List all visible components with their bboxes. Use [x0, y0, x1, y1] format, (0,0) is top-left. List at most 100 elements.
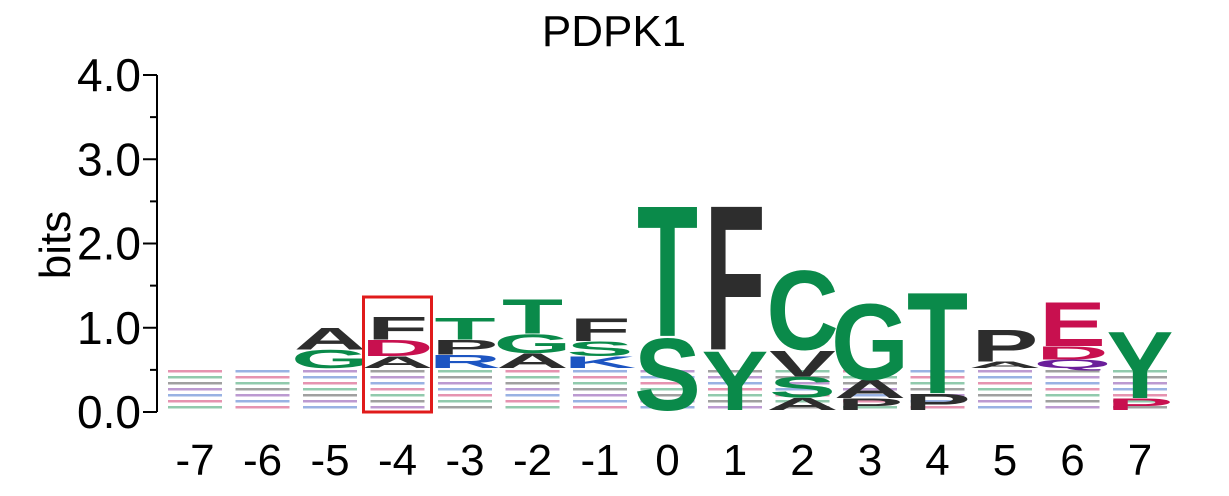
minor-residue-band [978, 382, 1032, 385]
logo-letter: G [291, 345, 369, 374]
y-axis: 0.0 1.0 2.0 3.0 4.0 [77, 49, 158, 438]
minor-residue-band [235, 406, 290, 409]
x-axis: -7 -6 -5 -4 -3 -2 -1 0 1 2 3 4 5 6 7 [175, 436, 1152, 485]
stack--7 [168, 370, 222, 409]
minor-residue-band [505, 400, 560, 403]
minor-residue-band [168, 394, 222, 397]
minor-residue-band [640, 376, 695, 379]
minor-residue-band [1113, 370, 1167, 373]
x-tick-label: 2 [790, 436, 814, 485]
minor-residue-band [505, 382, 560, 385]
logo-letter: Y [702, 333, 769, 428]
logo-letter: D [361, 335, 433, 361]
x-tick-label: 0 [655, 436, 679, 485]
minor-residue-band [978, 388, 1032, 391]
logo-letter: R [429, 351, 501, 372]
minor-residue-band [505, 406, 560, 409]
stack-0: ST [634, 166, 701, 432]
x-tick-label: -1 [580, 436, 619, 485]
minor-residue-band [438, 406, 492, 409]
minor-residue-band [843, 388, 897, 391]
minor-residue-band [1113, 394, 1167, 397]
minor-residue-band [505, 376, 560, 379]
minor-residue-band [843, 382, 897, 385]
stack--6 [235, 370, 290, 409]
minor-residue-band [1113, 406, 1167, 409]
minor-residue-band [168, 388, 222, 391]
x-tick-label: -4 [378, 436, 417, 485]
minor-residue-band [1045, 406, 1100, 409]
minor-residue-band [573, 370, 627, 373]
minor-residue-band [438, 376, 492, 379]
minor-residue-band [235, 370, 290, 373]
minor-residue-band [640, 394, 695, 397]
minor-residue-band [775, 406, 830, 409]
x-tick-label: 7 [1128, 436, 1152, 485]
minor-residue-band [235, 388, 290, 391]
minor-residue-band [640, 400, 695, 403]
minor-residue-band [910, 400, 965, 403]
minor-residue-band [303, 370, 357, 373]
stack--5: GA [291, 321, 369, 409]
minor-residue-band [978, 394, 1032, 397]
minor-residue-band [438, 400, 492, 403]
minor-residue-band [775, 382, 830, 385]
minor-residue-band [1045, 388, 1100, 391]
logo-letter: T [434, 311, 495, 346]
minor-residue-band [910, 394, 965, 397]
minor-residue-band [640, 382, 695, 385]
logo-letter: K [564, 353, 637, 371]
minor-residue-band [1045, 376, 1100, 379]
minor-residue-band [708, 388, 762, 391]
minor-residue-band [235, 382, 290, 385]
stack-4: PT [904, 263, 971, 425]
y-tick-label: 3.0 [77, 133, 141, 185]
minor-residue-band [775, 376, 830, 379]
minor-residue-band [235, 400, 290, 403]
logo-letter: P [1107, 395, 1174, 413]
stack-3: PAG [831, 282, 909, 414]
minor-residue-band [505, 388, 560, 391]
minor-residue-band [370, 370, 425, 373]
minor-residue-band [708, 376, 762, 379]
logo-letter: A [496, 349, 568, 372]
logo-letter: G [494, 329, 572, 359]
minor-residue-band [1113, 400, 1167, 403]
minor-residue-band [573, 400, 627, 403]
minor-residue-band [910, 376, 965, 379]
minor-residue-band [910, 370, 965, 373]
stack-5: AP [969, 321, 1041, 409]
minor-residue-band [370, 376, 425, 379]
minor-residue-band [1045, 382, 1100, 385]
minor-residue-band [1045, 400, 1100, 403]
minor-residue-band [573, 394, 627, 397]
logo-letter: S [769, 371, 836, 404]
minor-residue-band [303, 388, 357, 391]
minor-residue-band [640, 370, 695, 373]
minor-residue-band [843, 376, 897, 379]
minor-residue-band [168, 382, 222, 385]
minor-residue-band [978, 400, 1032, 403]
y-tick-label: 0.0 [77, 386, 141, 438]
y-tick-label: 1.0 [77, 302, 141, 354]
minor-residue-band [843, 394, 897, 397]
minor-residue-band [370, 388, 425, 391]
minor-residue-band [708, 394, 762, 397]
stack-6: QDE [1034, 289, 1112, 409]
minor-residue-band [573, 376, 627, 379]
logo-letter: A [294, 321, 366, 356]
stack--4: ADF [361, 310, 434, 409]
minor-residue-band [370, 382, 425, 385]
minor-residue-band [573, 406, 627, 409]
logo-letter: Q [1034, 358, 1112, 371]
chart-title: PDPK1 [542, 7, 686, 56]
x-tick-label: -7 [175, 436, 214, 485]
minor-residue-band [1045, 370, 1100, 373]
stack--2: AGT [494, 289, 572, 409]
stack-7: PY [1107, 311, 1174, 419]
minor-residue-band [708, 370, 762, 373]
minor-residue-band [168, 376, 222, 379]
minor-residue-band [978, 376, 1032, 379]
minor-residue-band [640, 406, 695, 409]
logo-letter: T [907, 263, 968, 425]
